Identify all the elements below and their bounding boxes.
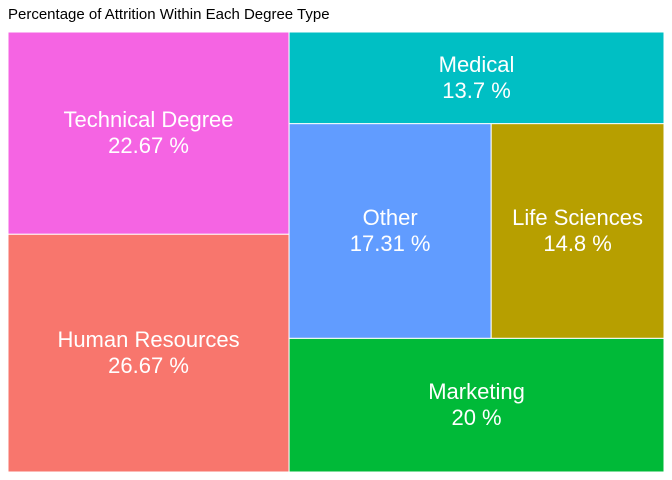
- tile-rect-other: [288, 123, 492, 339]
- tile-name-label: Human Resources: [57, 327, 239, 352]
- tile-name-label: Medical: [439, 52, 515, 77]
- tile-rect-human-resources: [8, 233, 290, 472]
- tile-name-label: Marketing: [428, 379, 525, 404]
- tile-name-label: Life Sciences: [512, 205, 643, 230]
- tile-value-label: 17.31 %: [350, 231, 431, 256]
- tile-rect-life-sciences: [490, 123, 664, 339]
- tile-value-label: 14.8 %: [543, 231, 612, 256]
- chart-title: Percentage of Attrition Within Each Degr…: [8, 6, 330, 23]
- tile-name-label: Technical Degree: [64, 107, 234, 132]
- tile-rect-technical-degree: [8, 32, 290, 235]
- tile-name-label: Other: [363, 205, 418, 230]
- tile-value-label: 13.7 %: [442, 78, 511, 103]
- tile-value-label: 20 %: [451, 405, 501, 430]
- tile-value-label: 22.67 %: [108, 133, 189, 158]
- tile-value-label: 26.67 %: [108, 353, 189, 378]
- treemap-plot-area: Human Resources 26.67 % Technical Degree 22…: [8, 32, 664, 472]
- tile-rect-medical: [288, 32, 664, 125]
